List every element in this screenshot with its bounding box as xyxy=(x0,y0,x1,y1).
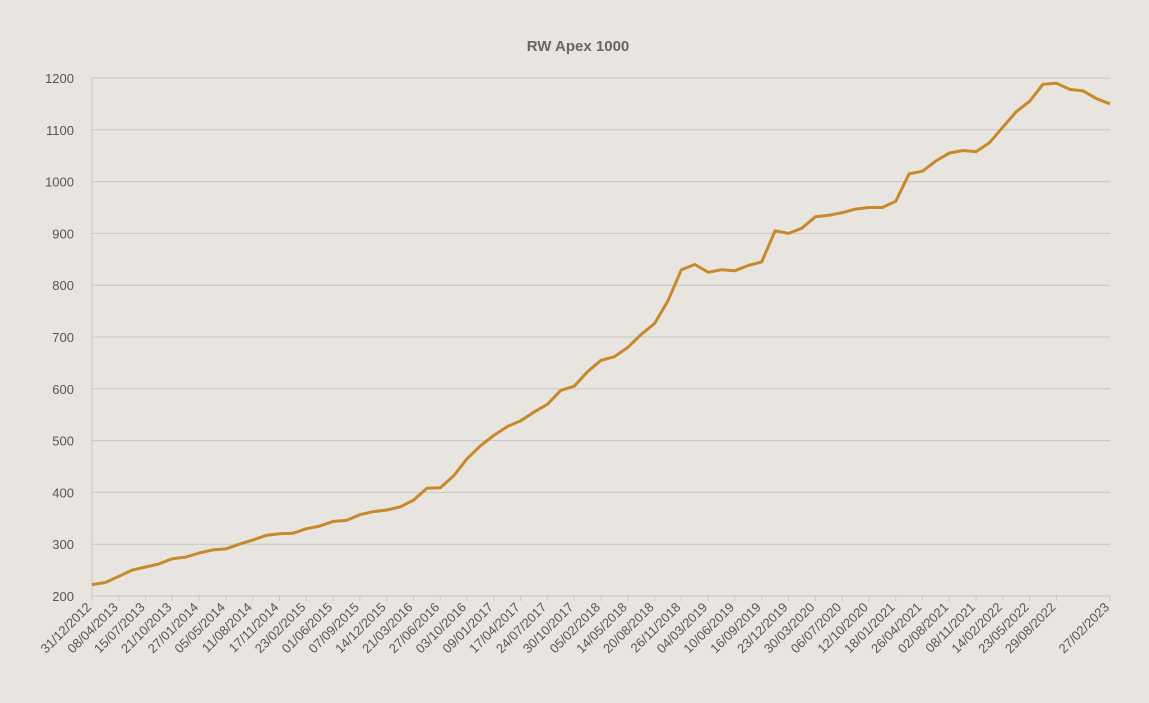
y-tick-label: 400 xyxy=(52,485,74,500)
y-tick-label: 200 xyxy=(52,589,74,604)
y-tick-label: 500 xyxy=(52,434,74,449)
y-tick-label: 1100 xyxy=(46,123,74,138)
y-tick-label: 1000 xyxy=(45,175,74,190)
y-tick-label: 300 xyxy=(52,537,74,552)
y-tick-label: 800 xyxy=(52,278,74,293)
y-tick-label: 700 xyxy=(52,330,74,345)
data-line xyxy=(91,81,1111,587)
y-tick-label: 900 xyxy=(52,226,74,241)
y-tick-label: 600 xyxy=(52,382,74,397)
chart-title: RW Apex 1000 xyxy=(527,38,630,55)
x-tick-label: 27/02/2023 xyxy=(1055,600,1112,657)
y-tick-label: 1200 xyxy=(45,71,74,86)
